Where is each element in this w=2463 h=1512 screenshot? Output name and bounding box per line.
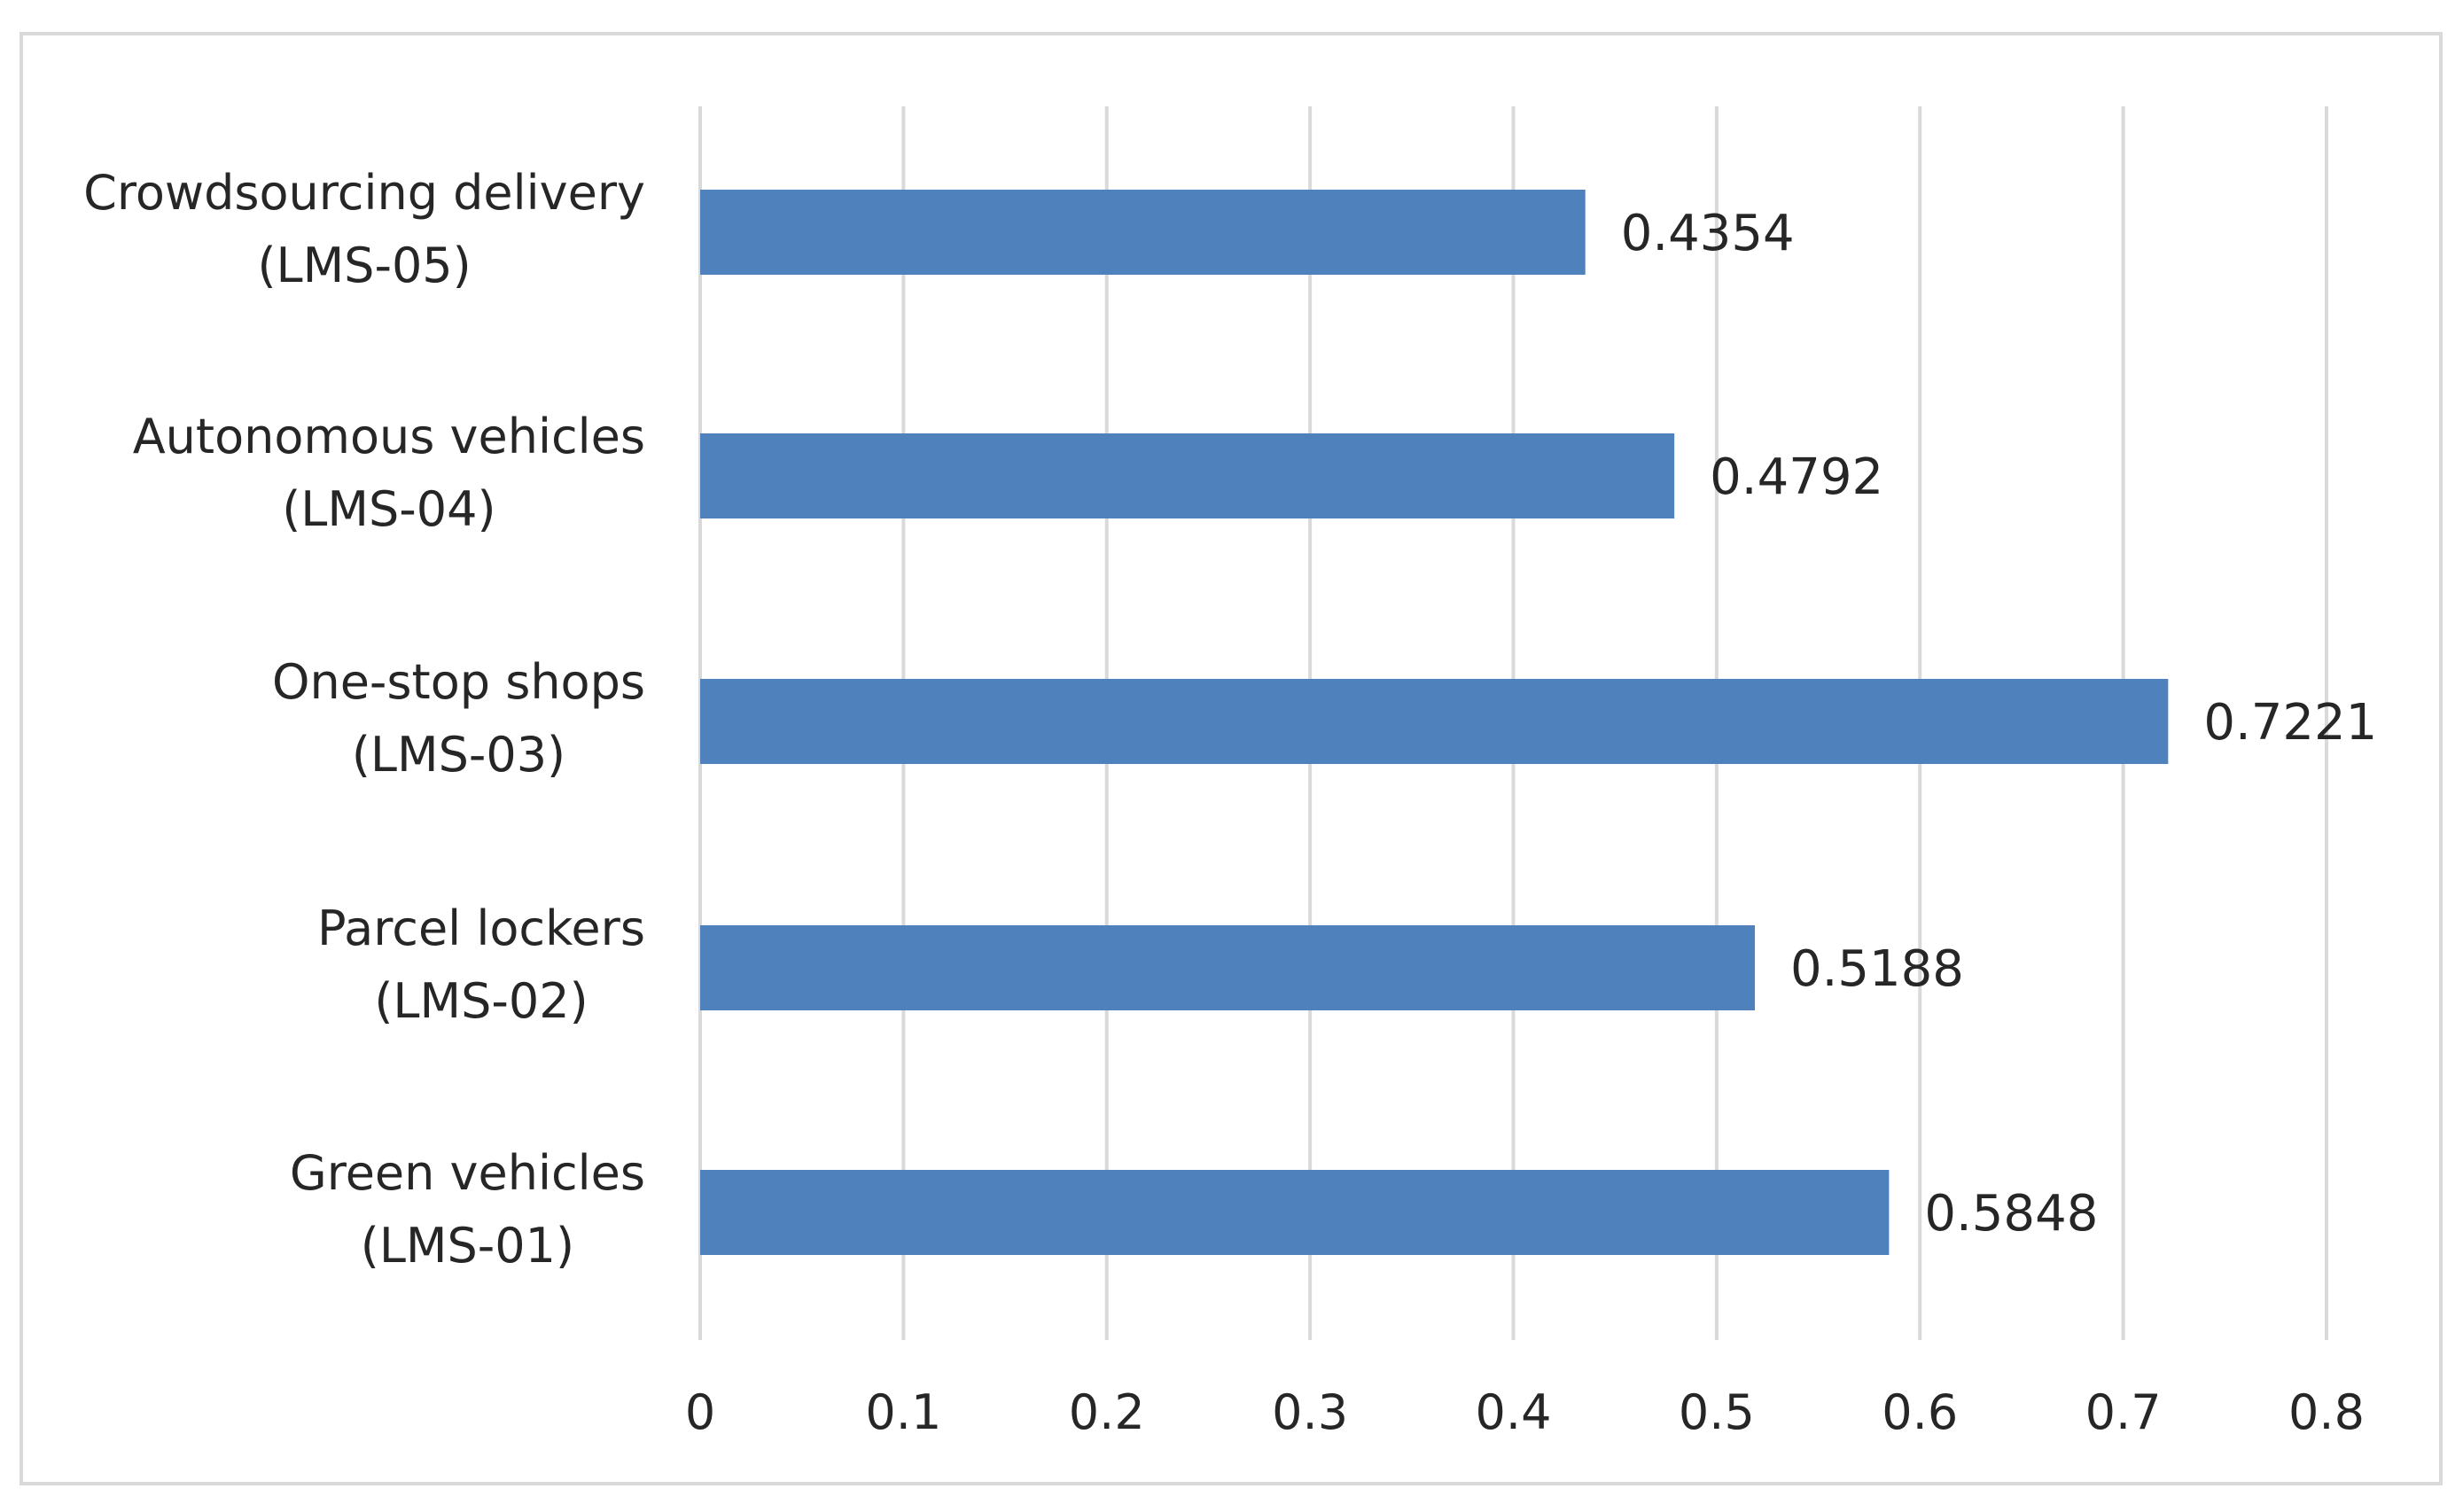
bar-4: [700, 433, 1675, 518]
category-label-5: Crowdsourcing delivery (LMS-05): [83, 165, 645, 293]
bar-1: [700, 1170, 1890, 1255]
value-label-1: 0.5848: [1924, 1185, 2098, 1243]
bar-2: [700, 925, 1755, 1010]
bar-5: [700, 190, 1586, 275]
x-axis-tick-labels: 0 0.1 0.2 0.3 0.4 0.5 0.6 0.7 0.8: [685, 1384, 2365, 1440]
x-tick-label-8: 0.8: [2288, 1384, 2365, 1440]
x-tick-label-4: 0.4: [1476, 1384, 1552, 1440]
category-labels: Green vehicles (LMS-01) Parcel lockers (LMS…: [83, 165, 645, 1274]
x-tick-label-5: 0.5: [1679, 1384, 1755, 1440]
x-tick-label-2: 0.2: [1069, 1384, 1145, 1440]
category-label-4: Autonomous vehicles (LMS-04): [133, 409, 645, 537]
bars: [700, 190, 2169, 1255]
value-label-3: 0.7221: [2203, 694, 2377, 752]
value-label-2: 0.5188: [1790, 940, 1964, 998]
value-label-4: 0.4792: [1710, 448, 1883, 506]
x-tick-label-7: 0.7: [2085, 1384, 2162, 1440]
category-label-3: One-stop shops (LMS-03): [272, 654, 645, 783]
value-label-5: 0.4354: [1621, 205, 1795, 262]
x-tick-label-3: 0.3: [1272, 1384, 1348, 1440]
category-label-1: Green vehicles (LMS-01): [290, 1145, 645, 1274]
category-label-2: Parcel lockers (LMS-02): [317, 900, 645, 1029]
x-tick-label-0: 0: [685, 1384, 715, 1440]
x-tick-label-1: 0.1: [865, 1384, 941, 1440]
x-tick-label-6: 0.6: [1882, 1384, 1958, 1440]
bar-3: [700, 679, 2169, 764]
value-labels: 0.5848 0.5188 0.7221 0.4792 0.4354: [1621, 205, 2378, 1243]
